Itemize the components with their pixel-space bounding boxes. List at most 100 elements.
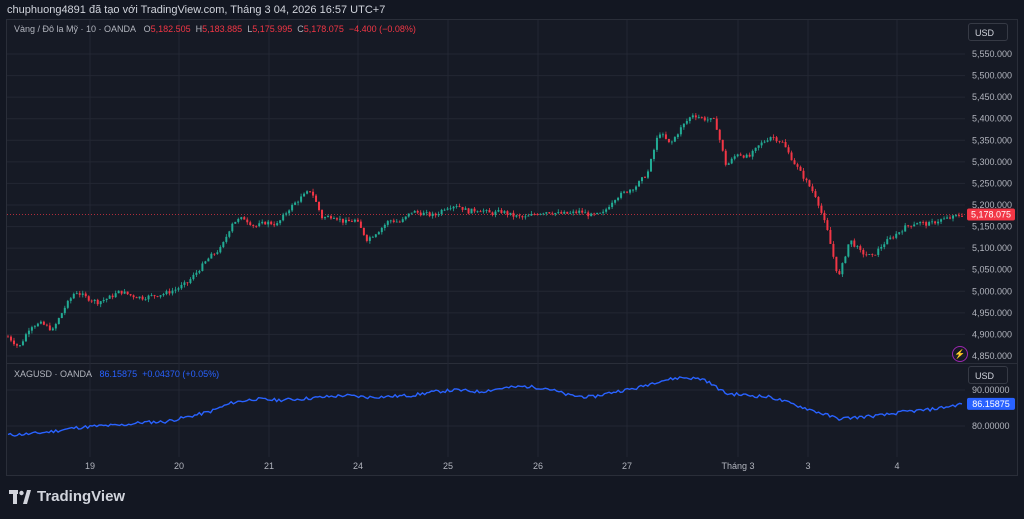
candle — [315, 193, 318, 203]
candle — [907, 224, 910, 228]
close-value: 5,178.075 — [303, 24, 344, 34]
candle — [772, 134, 775, 141]
candle — [279, 219, 282, 226]
candle — [377, 231, 380, 235]
candle — [814, 188, 817, 199]
candle — [703, 115, 706, 122]
candle — [491, 211, 494, 217]
candle — [389, 219, 392, 224]
candle — [434, 212, 437, 218]
candle — [57, 317, 60, 325]
close-label: C — [297, 24, 304, 34]
candle — [928, 220, 931, 226]
candle — [823, 210, 826, 223]
candle — [258, 220, 261, 228]
candle — [623, 190, 626, 194]
candle — [649, 158, 652, 172]
candle — [584, 209, 587, 214]
candle — [344, 217, 347, 225]
candle — [563, 210, 566, 215]
candle — [700, 116, 703, 119]
x-tick-label: 21 — [264, 461, 274, 471]
candle — [105, 298, 108, 303]
candle — [910, 225, 913, 229]
open-label: O — [143, 24, 151, 34]
candle — [961, 213, 963, 217]
candle — [838, 269, 841, 275]
y-tick-label: 4,900.000 — [972, 329, 1012, 339]
candle — [437, 211, 440, 217]
candle — [518, 213, 521, 219]
candle — [90, 299, 93, 304]
candle — [479, 209, 482, 213]
candle — [467, 207, 470, 215]
sub-symbol: XAGUSD · OANDA — [14, 369, 93, 379]
candle — [440, 208, 443, 216]
candle — [150, 293, 153, 297]
currency-button-sub[interactable]: USD — [968, 366, 1008, 384]
candle — [219, 245, 222, 254]
candle — [171, 287, 174, 296]
candle — [132, 294, 135, 300]
candle — [763, 140, 766, 144]
candle — [943, 216, 946, 220]
candle — [742, 154, 745, 159]
candle — [667, 138, 670, 144]
lightning-icon[interactable]: ⚡ — [952, 346, 968, 362]
candle — [641, 176, 644, 184]
y-tick-label: 5,500.000 — [972, 71, 1012, 81]
candle — [42, 320, 45, 326]
candle — [96, 298, 99, 306]
candle — [353, 218, 356, 223]
candle — [87, 295, 90, 302]
candle — [282, 212, 285, 222]
candle — [748, 152, 751, 158]
candle — [318, 201, 321, 212]
sub-legend[interactable]: XAGUSD · OANDA 86.15875 +0.04370 (+0.05%… — [14, 369, 219, 379]
candle — [195, 270, 198, 278]
candle — [81, 290, 84, 298]
svg-text:5,178.075: 5,178.075 — [971, 209, 1011, 219]
candle — [805, 177, 808, 183]
x-tick-label: 27 — [622, 461, 632, 471]
candle — [844, 255, 847, 264]
candle — [276, 220, 279, 227]
candle — [521, 215, 524, 220]
footer — [0, 477, 1024, 519]
candle — [536, 213, 539, 216]
candle — [63, 305, 66, 316]
y-tick-label: 5,150.000 — [972, 222, 1012, 232]
y-tick-label: 5,550.000 — [972, 49, 1012, 59]
currency-button-main[interactable]: USD — [968, 23, 1008, 41]
x-tick-label: 19 — [85, 461, 95, 471]
candle — [431, 211, 434, 219]
y-tick-label: 4,950.000 — [972, 308, 1012, 318]
candle — [757, 145, 760, 151]
candle — [679, 124, 682, 137]
main-legend[interactable]: Vàng / Đô la Mỹ · 10 · OANDA O5,182.505 … — [14, 24, 416, 34]
candle — [111, 293, 114, 300]
candle — [225, 234, 228, 244]
y-tick-label: 5,350.000 — [972, 135, 1012, 145]
x-tick-label: 4 — [894, 461, 899, 471]
candle — [919, 221, 922, 226]
candle — [733, 154, 736, 161]
candle — [12, 337, 15, 346]
candle — [940, 218, 943, 225]
candle — [201, 261, 204, 272]
candle — [126, 291, 129, 295]
candle — [72, 292, 75, 300]
candle — [39, 320, 42, 325]
candle — [309, 191, 312, 193]
candle — [602, 209, 605, 216]
candle — [231, 222, 234, 233]
candle — [611, 200, 614, 209]
tradingview-logo-icon — [9, 489, 31, 504]
tradingview-logo[interactable]: TradingView — [9, 488, 125, 505]
candle — [21, 339, 24, 346]
candle — [297, 200, 300, 206]
candle — [566, 211, 569, 215]
candle — [419, 210, 422, 217]
candle — [7, 334, 9, 338]
